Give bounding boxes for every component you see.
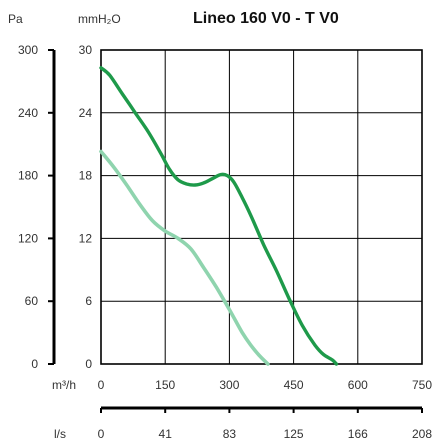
x-tick-label-primary: 450 xyxy=(284,378,304,392)
y-tick-label-right: 12 xyxy=(79,231,93,245)
x-tick-label-secondary: 83 xyxy=(223,427,237,441)
y-tick-label-right: 6 xyxy=(85,294,92,308)
x-unit-secondary: l/s xyxy=(54,427,66,441)
x-tick-label-secondary: 125 xyxy=(284,427,304,441)
y-tick-label-left: 300 xyxy=(18,43,38,57)
x-tick-label-secondary: 166 xyxy=(348,427,368,441)
plot-frame xyxy=(100,49,423,365)
y-tick-label-right: 24 xyxy=(79,106,93,120)
x-tick-label-secondary: 41 xyxy=(159,427,173,441)
y-unit-left: Pa xyxy=(8,12,23,26)
y-tick-label-left: 180 xyxy=(18,169,38,183)
x-unit-primary: m³/h xyxy=(52,378,76,392)
x-tick-label-primary: 0 xyxy=(98,378,105,392)
x-tick-label-primary: 750 xyxy=(412,378,432,392)
x-tick-label-secondary: 0 xyxy=(98,427,105,441)
y-tick-label-left: 0 xyxy=(31,357,38,371)
series-line-2 xyxy=(99,149,270,366)
y-unit-right: mmH₂O xyxy=(78,12,121,26)
x-tick-label-primary: 150 xyxy=(155,378,175,392)
x-tick-label-primary: 300 xyxy=(219,378,239,392)
y-tick-label-right: 30 xyxy=(79,43,93,57)
y-tick-label-left: 240 xyxy=(18,106,38,120)
y-tick-label-left: 60 xyxy=(25,294,39,308)
series-line-1 xyxy=(99,66,339,366)
x-tick-label-secondary: 208 xyxy=(412,427,432,441)
y-tick-label-left: 120 xyxy=(18,231,38,245)
x-tick-label-primary: 600 xyxy=(348,378,368,392)
y-tick-label-right: 18 xyxy=(79,169,93,183)
y-tick-label-right: 0 xyxy=(85,357,92,371)
chart-title: Lineo 160 V0 - T V0 xyxy=(193,10,339,27)
